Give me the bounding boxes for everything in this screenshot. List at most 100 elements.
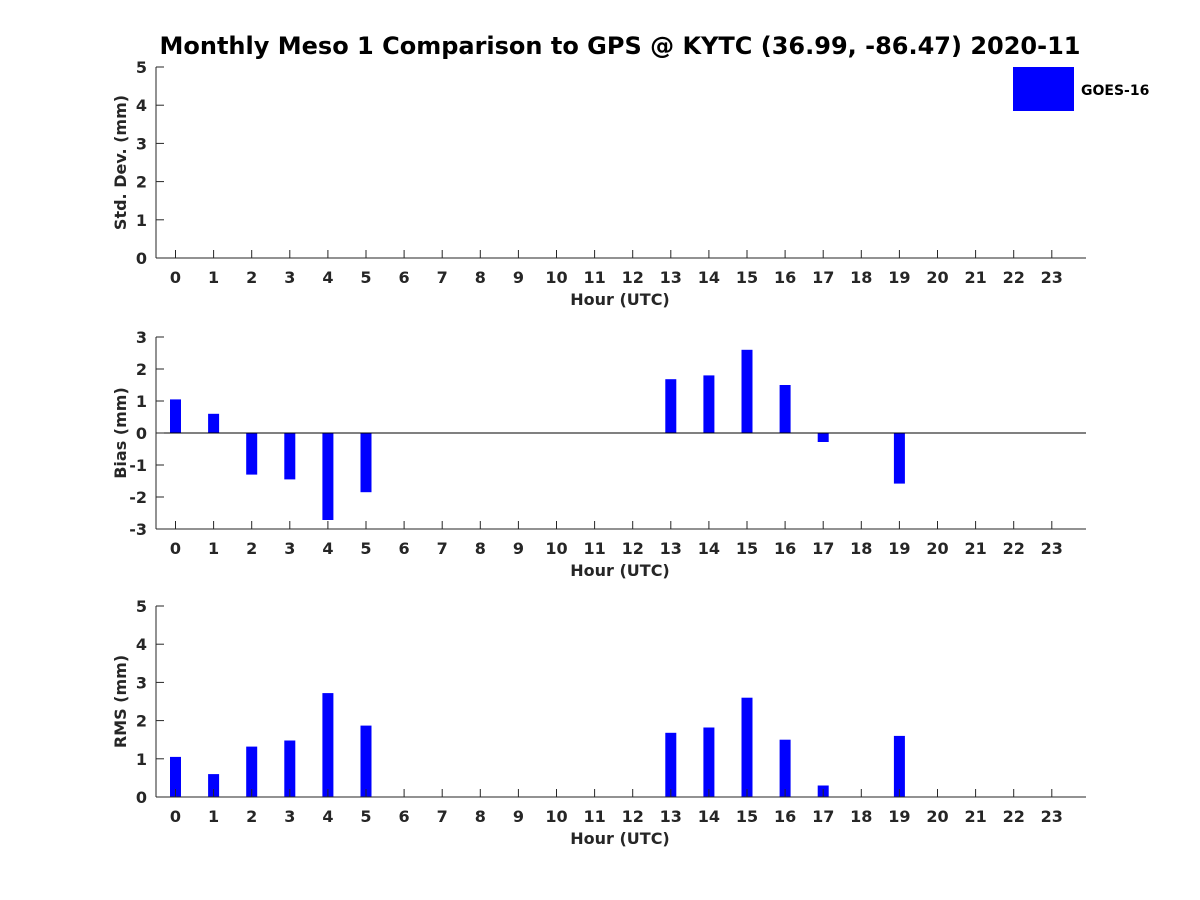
bias-xtick-label: 0 bbox=[170, 539, 181, 558]
rms-ytick-label: 1 bbox=[136, 750, 147, 769]
bias-xtick-label: 10 bbox=[545, 539, 567, 558]
rms-xtick-label: 1 bbox=[208, 807, 219, 826]
rms-bar-hour-19 bbox=[893, 735, 905, 797]
rms-xtick-label: 7 bbox=[437, 807, 448, 826]
rms-xtick-label: 11 bbox=[583, 807, 605, 826]
stddev-ytick-label: 5 bbox=[136, 58, 147, 77]
bias-ylabel: Bias (mm) bbox=[111, 387, 130, 479]
bias-xtick-label: 2 bbox=[246, 539, 257, 558]
rms-xtick-label: 8 bbox=[475, 807, 486, 826]
rms-ytick-label: 4 bbox=[136, 635, 147, 654]
stddev-xtick-label: 14 bbox=[698, 268, 720, 287]
stddev-ytick-label: 0 bbox=[136, 249, 147, 268]
rms-xtick-label: 14 bbox=[698, 807, 720, 826]
legend-swatch bbox=[1013, 67, 1074, 111]
rms-xtick-label: 23 bbox=[1041, 807, 1063, 826]
bias-bar-hour-13 bbox=[665, 379, 677, 433]
stddev-xtick-label: 4 bbox=[322, 268, 333, 287]
bias-xtick-label: 11 bbox=[583, 539, 605, 558]
bias-bar-hour-4 bbox=[322, 433, 334, 520]
bias-xtick-label: 19 bbox=[888, 539, 910, 558]
stddev-xtick-label: 20 bbox=[926, 268, 948, 287]
rms-xtick-label: 4 bbox=[322, 807, 333, 826]
rms-bar-hour-0 bbox=[170, 756, 181, 797]
rms-bar-hour-14 bbox=[703, 727, 715, 797]
bias-ytick-label: 0 bbox=[136, 424, 147, 443]
rms-ytick-label: 3 bbox=[136, 673, 147, 692]
stddev-xtick-label: 10 bbox=[545, 268, 567, 287]
stddev-xtick-label: 13 bbox=[660, 268, 682, 287]
bias-xtick-label: 15 bbox=[736, 539, 758, 558]
legend: GOES-16 bbox=[1013, 67, 1149, 111]
rms-xtick-label: 0 bbox=[170, 807, 181, 826]
rms-bar-hour-16 bbox=[779, 739, 791, 797]
stddev-xtick-label: 17 bbox=[812, 268, 834, 287]
rms-xtick-label: 3 bbox=[284, 807, 295, 826]
rms-xtick-label: 5 bbox=[360, 807, 371, 826]
bias-ytick-label: -1 bbox=[129, 456, 147, 475]
bias-xtick-label: 8 bbox=[475, 539, 486, 558]
rms-xlabel: Hour (UTC) bbox=[570, 829, 670, 848]
stddev-xlabel: Hour (UTC) bbox=[570, 290, 670, 309]
bias-bar-hour-0 bbox=[170, 399, 181, 433]
bias-ytick-label: -3 bbox=[129, 520, 147, 539]
bias-ytick-label: 2 bbox=[136, 360, 147, 379]
stddev-ytick-label: 1 bbox=[136, 211, 147, 230]
bias-bar-hour-1 bbox=[208, 413, 220, 433]
bias-xlabel: Hour (UTC) bbox=[570, 561, 670, 580]
rms-xtick-label: 17 bbox=[812, 807, 834, 826]
stddev-xtick-label: 19 bbox=[888, 268, 910, 287]
chart-title: Monthly Meso 1 Comparison to GPS @ KYTC … bbox=[160, 32, 1081, 60]
bias-bar-hour-3 bbox=[284, 433, 296, 480]
rms-bar-hour-13 bbox=[665, 732, 677, 797]
stddev-xtick-label: 7 bbox=[437, 268, 448, 287]
bias-ytick-label: -2 bbox=[129, 488, 147, 507]
rms-xtick-label: 15 bbox=[736, 807, 758, 826]
bias-xtick-label: 17 bbox=[812, 539, 834, 558]
stddev-xtick-label: 23 bbox=[1041, 268, 1063, 287]
rms-ytick-label: 0 bbox=[136, 788, 147, 807]
bias-xtick-label: 20 bbox=[926, 539, 948, 558]
stddev-xtick-label: 11 bbox=[583, 268, 605, 287]
bias-xtick-label: 18 bbox=[850, 539, 872, 558]
rms-ytick-label: 2 bbox=[136, 712, 147, 731]
stddev-xtick-label: 15 bbox=[736, 268, 758, 287]
stddev-xtick-label: 8 bbox=[475, 268, 486, 287]
stddev-xtick-label: 1 bbox=[208, 268, 219, 287]
bias-xtick-label: 7 bbox=[437, 539, 448, 558]
rms-bar-hour-5 bbox=[360, 725, 372, 797]
bias-xtick-label: 22 bbox=[1003, 539, 1025, 558]
rms-bar-hour-4 bbox=[322, 693, 334, 797]
rms-xtick-label: 20 bbox=[926, 807, 948, 826]
rms-bar-hour-1 bbox=[208, 774, 220, 797]
rms-xtick-label: 18 bbox=[850, 807, 872, 826]
bias-bar-hour-5 bbox=[360, 433, 372, 493]
rms-xtick-label: 19 bbox=[888, 807, 910, 826]
stddev-xtick-label: 0 bbox=[170, 268, 181, 287]
legend-label: GOES-16 bbox=[1081, 83, 1149, 99]
rms-ylabel: RMS (mm) bbox=[111, 655, 130, 748]
stddev-xtick-label: 16 bbox=[774, 268, 796, 287]
rms-xtick-label: 9 bbox=[513, 807, 524, 826]
stddev-ytick-label: 3 bbox=[136, 134, 147, 153]
stddev-xtick-label: 5 bbox=[360, 268, 371, 287]
bias-bar-hour-2 bbox=[246, 433, 258, 475]
rms-bar-hour-3 bbox=[284, 740, 296, 797]
stddev-xtick-label: 18 bbox=[850, 268, 872, 287]
bias-bar-hour-17 bbox=[817, 433, 829, 442]
rms-xtick-label: 16 bbox=[774, 807, 796, 826]
stddev-ytick-label: 2 bbox=[136, 173, 147, 192]
rms-xtick-label: 6 bbox=[399, 807, 410, 826]
stddev-ylabel: Std. Dev. (mm) bbox=[111, 95, 130, 230]
bias-xtick-label: 4 bbox=[322, 539, 333, 558]
bias-xtick-label: 6 bbox=[399, 539, 410, 558]
rms-xtick-label: 21 bbox=[964, 807, 986, 826]
bias-xtick-label: 13 bbox=[660, 539, 682, 558]
rms-ytick-label: 5 bbox=[136, 597, 147, 616]
bias-xtick-label: 3 bbox=[284, 539, 295, 558]
rms-xtick-label: 2 bbox=[246, 807, 257, 826]
